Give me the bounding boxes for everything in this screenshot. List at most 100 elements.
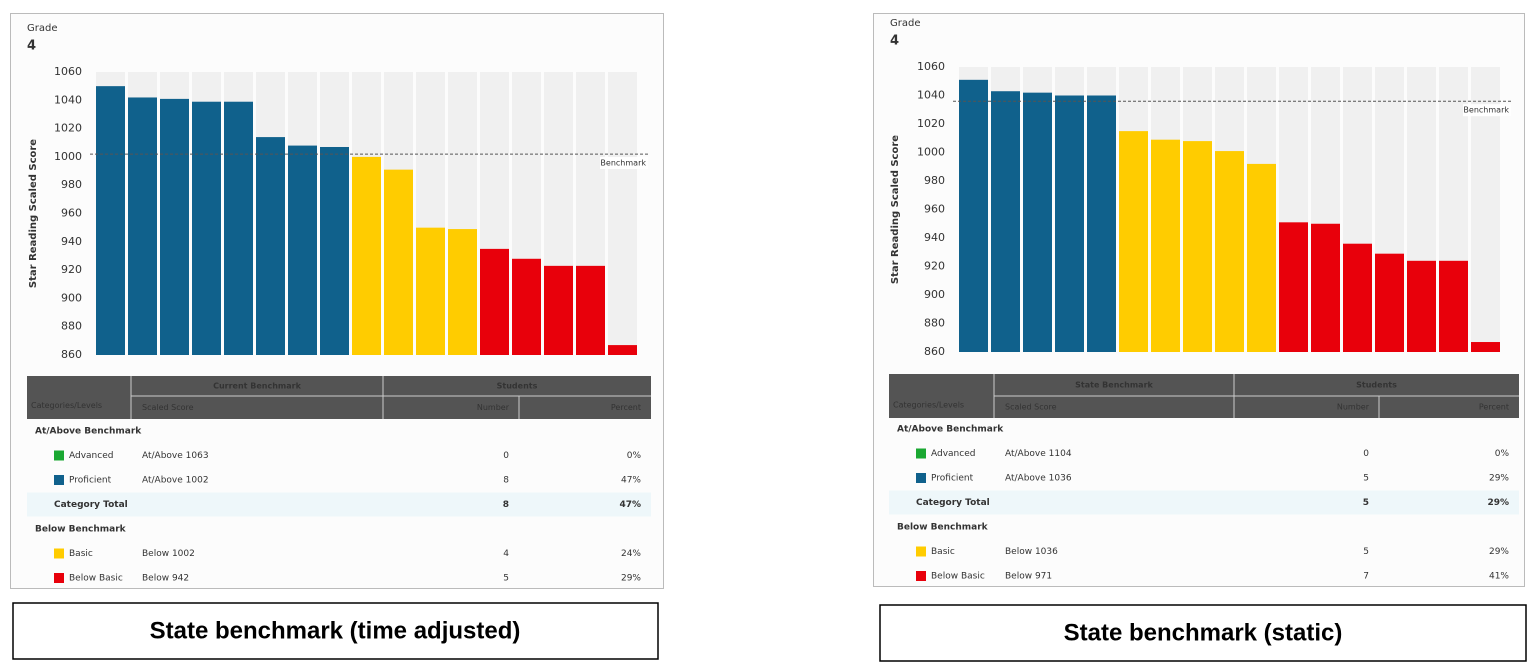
level-name: Proficient <box>69 476 112 486</box>
bar <box>1439 260 1468 352</box>
bar <box>160 98 189 355</box>
bar <box>416 227 445 355</box>
benchmark-label-bg <box>600 157 648 170</box>
level-name: Advanced <box>931 449 975 459</box>
y-axis-label: Star Reading Scaled Score <box>28 139 39 288</box>
level-number: 8 <box>503 476 509 486</box>
section-title: At/Above Benchmark <box>897 425 1004 435</box>
bar-background <box>608 72 637 355</box>
y-tick-label: 900 <box>61 291 82 304</box>
total-row <box>889 490 1519 515</box>
level-name: Basic <box>69 549 93 559</box>
y-tick-label: 1040 <box>54 93 82 106</box>
column-header: Scaled Score <box>1005 403 1057 412</box>
bar <box>1247 163 1276 352</box>
column-header: Percent <box>611 403 641 412</box>
bar <box>1151 139 1180 352</box>
level-percent: 29% <box>621 574 641 584</box>
y-tick-label: 1060 <box>917 60 945 73</box>
level-percent: 24% <box>621 549 641 559</box>
level-percent: 29% <box>1489 547 1509 557</box>
caption: State benchmark (static) <box>1064 619 1343 646</box>
y-tick-label: 980 <box>924 174 945 187</box>
grade-value: 4 <box>27 39 36 54</box>
level-percent: 41% <box>1489 572 1509 582</box>
bar <box>1055 95 1084 352</box>
group-header: Current Benchmark <box>213 382 302 391</box>
total-label: Category Total <box>54 500 128 510</box>
benchmark-label: Benchmark <box>600 159 646 168</box>
benchmark-label: Benchmark <box>1463 106 1509 115</box>
level-swatch <box>916 473 926 483</box>
level-swatch <box>54 548 64 559</box>
group-header: Students <box>497 382 538 391</box>
level-score: At/Above 1036 <box>1005 474 1072 484</box>
bar <box>480 248 509 355</box>
total-percent: 47% <box>619 500 641 510</box>
y-tick-label: 920 <box>61 263 82 276</box>
level-score: At/Above 1104 <box>1005 449 1072 459</box>
group-header: Students <box>1356 381 1397 390</box>
y-tick-label: 1020 <box>54 122 82 135</box>
bar <box>1311 223 1340 352</box>
section-title: At/Above Benchmark <box>35 427 142 437</box>
y-tick-label: 1000 <box>54 150 82 163</box>
bar <box>512 258 541 355</box>
bar <box>1279 222 1308 352</box>
total-number: 8 <box>503 500 509 510</box>
bar <box>224 101 253 355</box>
bar <box>1023 92 1052 353</box>
total-percent: 29% <box>1487 498 1509 508</box>
y-tick-label: 1000 <box>917 146 945 159</box>
level-swatch <box>54 573 64 583</box>
y-tick-label: 1020 <box>917 117 945 130</box>
bar <box>1375 253 1404 352</box>
y-tick-label: 940 <box>924 231 945 244</box>
y-tick-label: 1040 <box>917 89 945 102</box>
grade-label: Grade <box>27 23 58 34</box>
y-tick-label: 960 <box>61 207 82 220</box>
column-header: Scaled Score <box>142 403 194 412</box>
level-percent: 47% <box>621 476 641 486</box>
y-tick-label: 900 <box>924 288 945 301</box>
section-title: Below Benchmark <box>35 525 127 535</box>
level-number: 7 <box>1363 572 1369 582</box>
bar <box>1407 260 1436 352</box>
group-header: State Benchmark <box>1075 381 1153 390</box>
level-swatch <box>916 546 926 557</box>
level-number: 0 <box>1363 449 1369 459</box>
level-score: Below 1036 <box>1005 547 1058 557</box>
bar <box>352 156 381 355</box>
level-score: Below 1002 <box>142 549 195 559</box>
caption-box <box>879 604 1527 662</box>
y-tick-label: 860 <box>924 345 945 358</box>
bar <box>1343 243 1372 352</box>
bar <box>1471 342 1500 352</box>
bar <box>192 101 221 355</box>
level-swatch <box>916 448 926 459</box>
level-score: Below 942 <box>142 574 189 584</box>
y-axis-label: Star Reading Scaled Score <box>890 135 901 284</box>
level-number: 5 <box>1363 547 1369 557</box>
level-percent: 0% <box>1495 449 1510 459</box>
caption-box <box>12 602 659 660</box>
level-swatch <box>916 571 926 581</box>
bar <box>128 97 157 355</box>
level-number: 0 <box>503 451 509 461</box>
level-name: Proficient <box>931 474 974 484</box>
bar <box>1119 131 1148 352</box>
grade-value: 4 <box>890 34 899 49</box>
bar <box>576 265 605 355</box>
bar <box>1087 95 1116 352</box>
bar <box>448 229 477 355</box>
y-tick-label: 880 <box>924 317 945 330</box>
bar <box>1183 141 1212 352</box>
level-percent: 0% <box>627 451 642 461</box>
bar <box>544 265 573 355</box>
bar <box>608 345 637 355</box>
level-number: 5 <box>1363 474 1369 484</box>
level-name: Basic <box>931 547 955 557</box>
y-tick-label: 880 <box>61 320 82 333</box>
total-number: 5 <box>1363 498 1369 508</box>
